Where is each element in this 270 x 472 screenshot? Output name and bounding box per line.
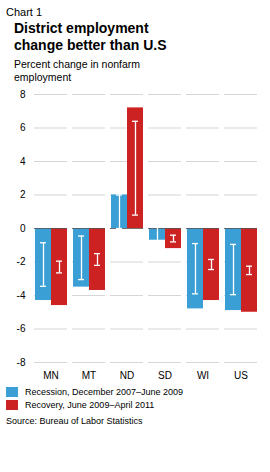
html-text:Chart 1: Chart 1	[6, 6, 43, 18]
svg-text:4: 4	[20, 156, 26, 167]
svg-text:SD: SD	[158, 369, 172, 380]
svg-text:8: 8	[20, 89, 26, 100]
svg-text:2: 2	[20, 189, 26, 200]
svg-text:MN: MN	[43, 369, 59, 380]
html-text:Source: Bureau of Labor Statis: Source: Bureau of Labor Statistics	[6, 415, 143, 426]
svg-text:0: 0	[20, 223, 26, 234]
html-text:Percent change in nonfarm empl: Percent change in nonfarm employment	[14, 57, 141, 83]
svg-text:US: US	[234, 369, 248, 380]
svg-text:6: 6	[20, 122, 26, 133]
svg-text:ND: ND	[120, 369, 134, 380]
html-text:Recovery, June 2009–April 2011: Recovery, June 2009–April 2011	[25, 399, 155, 410]
svg-text:WI: WI	[197, 369, 209, 380]
svg-text:-2: -2	[17, 256, 26, 267]
svg-text:-4: -4	[17, 290, 26, 301]
svg-text:MT: MT	[82, 369, 96, 380]
html-text:District employment change bet: District employment change better than U…	[14, 20, 167, 53]
svg-text:-8: -8	[17, 357, 26, 368]
html-text:Recession, December 2007–June: Recession, December 2007–June 2009	[25, 386, 184, 397]
svg-text:-6: -6	[17, 323, 26, 334]
